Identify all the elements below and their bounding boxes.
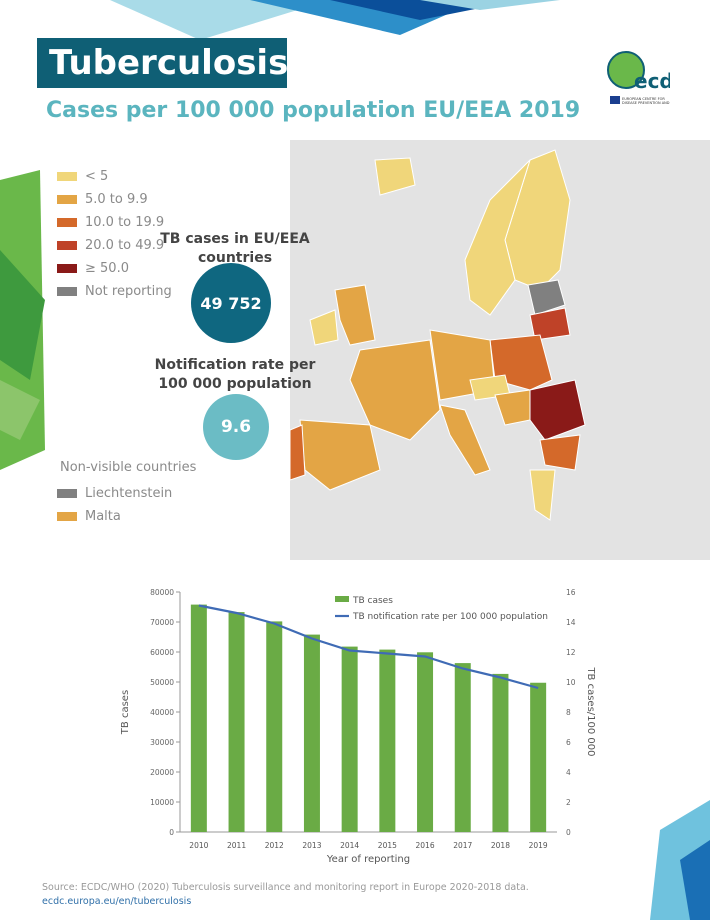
bar-2012 <box>266 621 283 832</box>
bar-2011 <box>228 612 245 832</box>
legend-swatch <box>57 172 77 181</box>
y-tick-label: 30000 <box>150 738 174 747</box>
legend-swatch-cases <box>335 596 349 602</box>
x-axis-title: Year of reporting <box>326 854 410 865</box>
x-tick-label: 2015 <box>378 841 397 850</box>
non-visible-item: Malta <box>57 509 121 524</box>
rate-line <box>198 604 539 690</box>
legend-swatch <box>57 218 77 227</box>
legend-label: Malta <box>85 509 121 524</box>
source-link[interactable]: ecdc.europa.eu/en/tuberculosis <box>42 896 192 907</box>
legend-item: 20.0 to 49.9 <box>57 238 164 253</box>
non-visible-item: Liechtenstein <box>57 486 172 501</box>
x-tick-label: 2016 <box>416 841 435 850</box>
x-tick-label: 2014 <box>340 841 359 850</box>
legend-swatch <box>57 489 77 498</box>
bar-2010 <box>190 604 207 832</box>
cases-label: TB cases in EU/EEA countries <box>160 231 310 266</box>
svg-text:DISEASE PREVENTION AND CONTROL: DISEASE PREVENTION AND CONTROL <box>622 101 670 105</box>
y2-tick-label: 12 <box>566 648 576 657</box>
legend-label: 5.0 to 9.9 <box>85 192 148 207</box>
y-tick-label: 20000 <box>150 768 174 777</box>
legend-label: < 5 <box>85 169 109 184</box>
page-title: Tuberculosis <box>37 38 288 88</box>
x-tick-label: 2010 <box>189 841 208 850</box>
y2-tick-label: 0 <box>566 828 571 837</box>
y2-tick-label: 2 <box>566 798 571 807</box>
legend-item: 10.0 to 19.9 <box>57 215 164 230</box>
svg-text:EUROPEAN CENTRE FOR: EUROPEAN CENTRE FOR <box>622 97 665 101</box>
rate-value: 9.6 <box>203 394 269 460</box>
ecdc-logo: ecdc EUROPEAN CENTRE FOR DISEASE PREVENT… <box>604 48 688 112</box>
legend-label: ≥ 50.0 <box>85 261 129 276</box>
bar-2017 <box>454 663 471 832</box>
bar-2018 <box>492 673 509 832</box>
y-tick-label: 50000 <box>150 678 174 687</box>
legend-swatch <box>57 287 77 296</box>
legend-item: ≥ 50.0 <box>57 261 129 276</box>
y2-tick-label: 6 <box>566 738 571 747</box>
legend-label-rate: TB notification rate per 100 000 populat… <box>352 612 548 622</box>
non-visible-title: Non-visible countries <box>60 460 197 475</box>
x-tick-label: 2012 <box>265 841 284 850</box>
x-tick-label: 2019 <box>529 841 548 850</box>
y2-tick-label: 16 <box>566 588 576 597</box>
page-subtitle: Cases per 100 000 population EU/EEA 2019 <box>46 98 581 123</box>
legend-swatch <box>57 512 77 521</box>
legend-swatch <box>57 195 77 204</box>
y-tick-label: 60000 <box>150 648 174 657</box>
x-tick-label: 2018 <box>491 841 510 850</box>
x-tick-label: 2017 <box>453 841 472 850</box>
legend-label: 20.0 to 49.9 <box>85 238 165 253</box>
svg-text:ecdc: ecdc <box>634 69 670 93</box>
europe-map <box>290 140 710 560</box>
legend-item: 5.0 to 9.9 <box>57 192 148 207</box>
y-tick-label: 80000 <box>150 588 174 597</box>
y2-tick-label: 10 <box>566 678 576 687</box>
legend-item: < 5 <box>57 169 108 184</box>
legend-label-cases: TB cases <box>352 596 393 606</box>
tb-trend-chart: 0 10000 20000 30000 40000 50000 60000 70000 8000… <box>120 588 596 865</box>
legend-swatch <box>57 241 77 250</box>
bar-2013 <box>303 634 320 832</box>
bar-2014 <box>341 646 358 832</box>
y2-tick-label: 4 <box>566 768 571 777</box>
y2-axis-title: TB cases/100 000 <box>585 666 596 756</box>
bar-2019 <box>530 682 547 832</box>
bar-2015 <box>379 649 396 832</box>
legend-item: Not reporting <box>57 284 172 299</box>
y2-tick-label: 14 <box>566 618 576 627</box>
bar-2016 <box>417 652 434 832</box>
source-text: Source: ECDC/WHO (2020) Tuberculosis sur… <box>42 882 529 893</box>
x-tick-label: 2013 <box>302 841 321 850</box>
cases-value: 49 752 <box>191 263 271 343</box>
y2-tick-label: 8 <box>566 708 571 717</box>
y-tick-label: 0 <box>169 828 174 837</box>
legend-label: 10.0 to 19.9 <box>85 215 165 230</box>
y-tick-label: 10000 <box>150 798 174 807</box>
y-tick-label: 70000 <box>150 618 174 627</box>
y-axis-title: TB cases <box>120 690 131 735</box>
rate-label: Notification rate per 100 000 population <box>154 357 316 392</box>
y-tick-label: 40000 <box>150 708 174 717</box>
x-tick-label: 2011 <box>227 841 246 850</box>
legend-swatch <box>57 264 77 273</box>
legend-label: Not reporting <box>85 284 172 299</box>
legend-label: Liechtenstein <box>85 486 173 501</box>
